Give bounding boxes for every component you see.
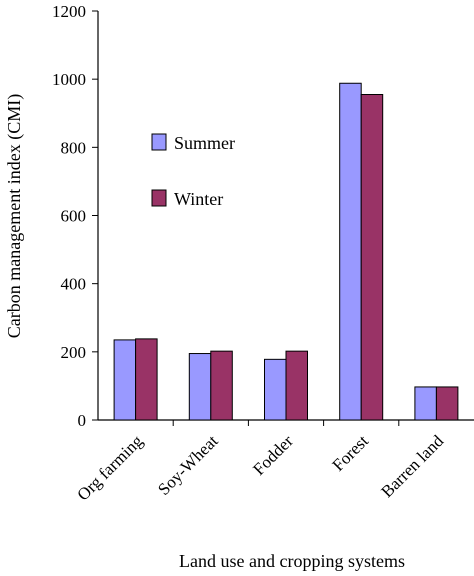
bar-summer-4 xyxy=(414,386,437,421)
legend-swatch-winter xyxy=(151,189,167,207)
bar-summer-1 xyxy=(188,353,212,421)
x-tick-label-1: Soy-Wheat xyxy=(154,431,222,499)
y-tick-label-0: 0 xyxy=(78,411,87,430)
legend: Summer Winter xyxy=(151,133,235,209)
legend-label-winter: Winter xyxy=(174,189,223,209)
x-tick-label-4: Barren land xyxy=(377,431,447,501)
y-tick-label-5: 1000 xyxy=(52,70,86,89)
legend-swatch-summer xyxy=(151,133,167,151)
x-tick-label-3: Forest xyxy=(329,431,373,475)
y-tick-label-6: 1200 xyxy=(52,2,86,21)
x-tick-label-2: Fodder xyxy=(249,431,297,479)
bar-winter-0 xyxy=(135,338,158,421)
bar-winter-3 xyxy=(360,94,384,421)
bar-summer-2 xyxy=(264,358,287,421)
y-tick-label-4: 800 xyxy=(61,138,87,157)
y-tick-label-1: 200 xyxy=(61,343,87,362)
plot-area: 0 200 400 600 800 1000 1200 Org farming Soy-Whea… xyxy=(52,2,474,504)
y-tick-label-3: 600 xyxy=(61,207,87,226)
y-tick-label-2: 400 xyxy=(61,275,87,294)
bar-winter-2 xyxy=(285,350,308,421)
legend-label-summer: Summer xyxy=(174,133,235,153)
x-axis-label: Land use and cropping systems xyxy=(179,551,405,571)
bar-summer-0 xyxy=(113,339,137,421)
bar-winter-1 xyxy=(210,350,233,421)
y-axis-label: Carbon management index (CMI) xyxy=(4,94,25,338)
x-tick-label-0: Org farming xyxy=(73,431,146,504)
bar-winter-4 xyxy=(435,386,459,421)
bar-summer-3 xyxy=(339,82,362,421)
